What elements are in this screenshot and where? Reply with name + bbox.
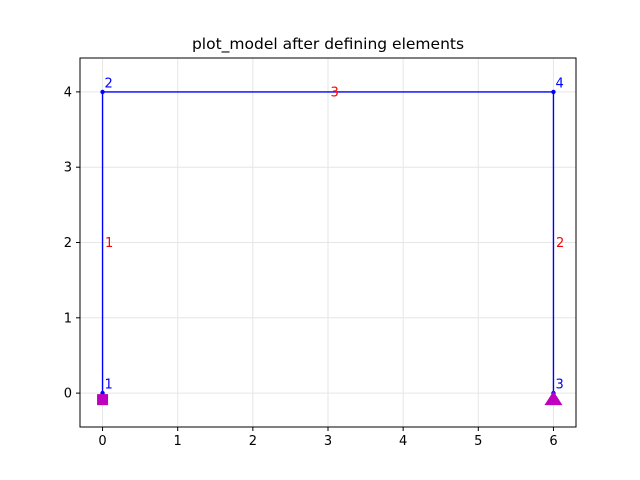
node-label: 3: [555, 378, 563, 393]
y-tick-label: 4: [64, 85, 72, 100]
x-tick-label: 2: [249, 434, 257, 449]
plot-title: plot_model after defining elements: [192, 35, 464, 54]
node-point: [551, 89, 556, 95]
x-tick-label: 3: [324, 434, 332, 449]
node-label: 4: [555, 76, 563, 91]
element-label: 3: [331, 85, 339, 100]
node-label: 2: [105, 76, 113, 91]
element-label: 1: [105, 236, 113, 251]
y-tick-label: 3: [64, 161, 72, 176]
pinned-support-icon: [544, 391, 563, 406]
fixed-support-icon: [97, 394, 109, 406]
y-tick-label: 1: [64, 311, 72, 326]
y-tick-label: 2: [64, 236, 72, 251]
x-tick-label: 4: [399, 434, 407, 449]
node-label: 1: [105, 378, 113, 393]
x-tick-label: 6: [549, 434, 557, 449]
axis-ticks: 0 1 2 3 4 5 6 0 1 2 3 4: [64, 85, 558, 449]
elements: [101, 91, 555, 394]
x-tick-label: 1: [174, 434, 182, 449]
node-point: [100, 89, 105, 95]
element-label: 2: [556, 236, 564, 251]
x-tick-label: 0: [98, 434, 106, 449]
y-tick-label: 0: [64, 387, 72, 402]
x-tick-label: 5: [474, 434, 482, 449]
labels: 1 2 3 1 2 3 4: [105, 76, 565, 392]
supports: [97, 391, 563, 406]
